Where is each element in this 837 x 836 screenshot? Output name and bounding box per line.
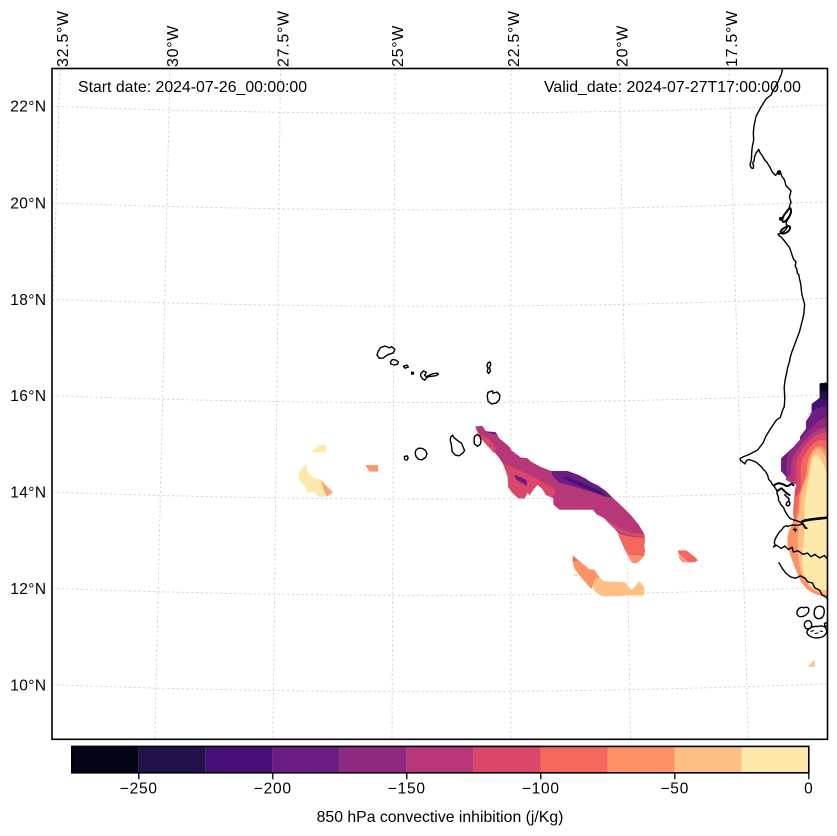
svg-text:850 hPa convective inhibition: 850 hPa convective inhibition (j/Kg) — [317, 809, 564, 826]
svg-text:Start date: 2024-07-26_00:00:0: Start date: 2024-07-26_00:00:00 — [78, 79, 307, 96]
svg-text:18°N: 18°N — [10, 292, 46, 309]
svg-text:12°N: 12°N — [10, 581, 46, 598]
svg-text:30°W: 30°W — [165, 25, 182, 67]
svg-text:0: 0 — [804, 781, 813, 798]
svg-text:−50: −50 — [660, 781, 689, 798]
svg-text:20°W: 20°W — [614, 25, 631, 67]
svg-text:14°N: 14°N — [10, 485, 46, 502]
svg-text:−250: −250 — [120, 781, 158, 798]
svg-text:16°N: 16°N — [10, 388, 46, 405]
svg-text:17.5°W: 17.5°W — [724, 10, 741, 67]
svg-text:32.5°W: 32.5°W — [55, 10, 72, 67]
svg-text:22.5°W: 22.5°W — [506, 10, 523, 67]
svg-text:−100: −100 — [522, 781, 560, 798]
svg-text:−150: −150 — [388, 781, 426, 798]
svg-text:27.5°W: 27.5°W — [275, 10, 292, 67]
svg-text:25°W: 25°W — [390, 25, 407, 67]
svg-text:10°N: 10°N — [10, 677, 46, 694]
svg-text:−200: −200 — [254, 781, 292, 798]
svg-text:Valid_date: 2024-07-27T17:00:0: Valid_date: 2024-07-27T17:00:00.00 — [544, 79, 801, 96]
svg-text:22°N: 22°N — [10, 99, 46, 116]
svg-text:20°N: 20°N — [10, 195, 46, 212]
